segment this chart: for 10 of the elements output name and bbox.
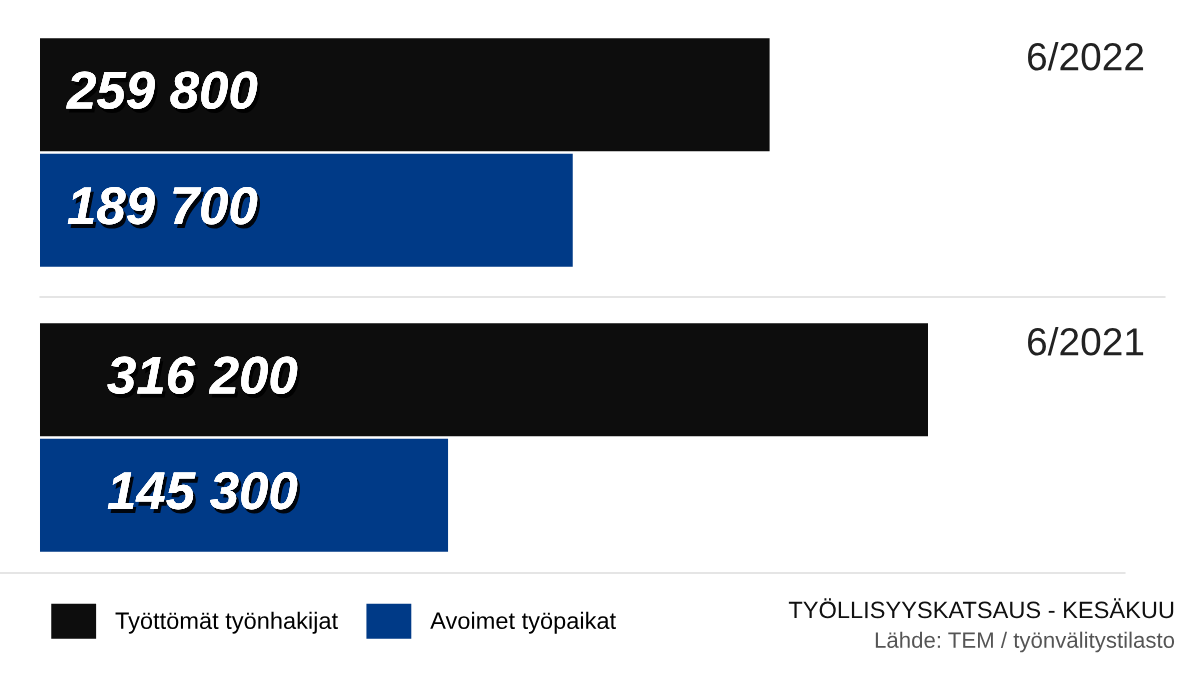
- legend-label: Työttömät työnhakijat: [115, 611, 338, 634]
- y-tick-label: 6/2021: [1028, 326, 1144, 356]
- data-label: 316 200: [107, 356, 301, 399]
- data-label: 259 800: [66, 71, 261, 114]
- legend-label: Avoimet työpaikat: [430, 611, 616, 634]
- y-tick-label: 6/2022: [1028, 41, 1144, 71]
- text: TYÖLLISYYSKATSAUS - KESÄKUU: [788, 598, 1174, 619]
- data-label: 189 700: [67, 187, 261, 229]
- text: Lähde: TEM / työnvälitystilasto: [875, 631, 1175, 653]
- data-label: 145 300: [107, 472, 301, 514]
